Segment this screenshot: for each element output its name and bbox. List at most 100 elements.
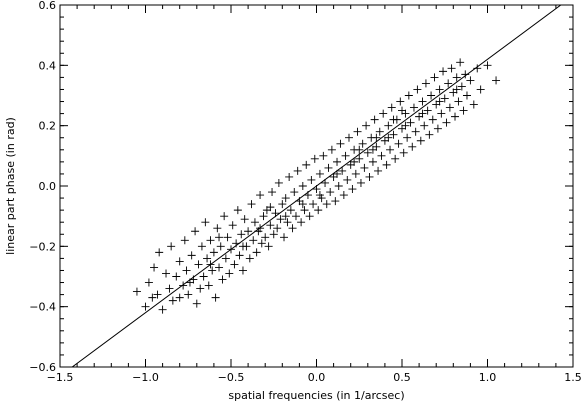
data-point [179,281,188,290]
data-point [300,206,309,215]
x-tick-label: −1.5 [47,371,74,384]
data-point [273,224,282,233]
data-point [442,118,451,127]
data-point [363,148,372,157]
data-point [225,269,234,278]
data-point [368,145,377,154]
data-point [213,224,222,233]
data-point [336,139,345,148]
data-point [423,106,432,115]
data-point [216,242,225,251]
data-point [155,248,164,257]
x-axis-label: spatial frequencies (in 1/arcsec) [228,389,404,402]
data-point [259,212,268,221]
data-point [194,260,203,269]
data-point [350,157,359,166]
data-point [483,61,492,70]
data-point [199,272,208,281]
data-point [396,97,405,106]
data-point [399,148,408,157]
data-point [418,97,427,106]
data-point [203,254,212,263]
data-point [237,230,246,239]
data-point [230,260,239,269]
data-point [331,197,340,206]
data-point [404,91,413,100]
data-point [196,284,205,293]
data-point [324,163,333,172]
data-point [283,218,292,227]
data-point [209,248,218,257]
data-point [269,230,278,239]
data-point [314,206,323,215]
data-point [348,185,357,194]
data-point [421,79,430,88]
data-point [240,215,249,224]
data-point [206,236,215,245]
data-point [285,172,294,181]
data-point [416,136,425,145]
data-point [220,212,229,221]
data-point [379,109,388,118]
data-point [333,157,342,166]
y-tick-label: −0.2 [29,240,56,253]
data-point [401,121,410,130]
data-point [466,76,475,85]
data-point [271,209,280,218]
data-point [341,151,350,160]
data-point [420,121,429,130]
data-point [339,191,348,200]
data-point [382,160,391,169]
y-axis-label: linear part phase (in rad) [4,117,17,255]
data-point [168,296,177,305]
data-point [298,200,307,209]
data-point [158,305,167,314]
data-point [408,142,417,151]
data-point [185,278,194,287]
data-point [268,188,277,197]
data-point [327,145,336,154]
data-point [281,212,290,221]
data-point [235,251,244,260]
data-point [274,178,283,187]
data-point [389,115,398,124]
data-point [162,269,171,278]
data-point [394,139,403,148]
data-point [391,154,400,163]
data-point [286,206,295,215]
data-point [191,227,200,236]
data-point [276,215,285,224]
x-tick-label: 0.5 [393,371,411,384]
y-tick-label: 0.6 [39,0,57,12]
data-point [192,299,201,308]
data-point [334,182,343,190]
data-point [221,254,230,263]
data-point [372,133,381,142]
data-point [165,284,174,293]
data-point [451,112,460,121]
data-point [492,76,501,85]
data-point [266,221,275,230]
x-tick-label: 1.5 [564,371,581,384]
data-point [439,67,448,76]
data-point [437,109,446,118]
data-point [355,154,364,163]
data-point [223,233,232,242]
data-point [418,109,427,118]
y-tick-label: −0.6 [29,361,56,374]
plot-marks [71,5,562,367]
data-point [356,178,365,187]
data-point [435,85,444,94]
data-point [452,85,461,94]
data-point [184,290,193,299]
data-point [175,257,184,266]
data-point [245,254,254,263]
data-point [132,287,141,296]
data-point [389,130,398,139]
data-point [310,154,319,163]
data-point [454,97,463,106]
data-point [413,85,422,94]
data-point [232,239,241,248]
data-point [280,233,289,242]
